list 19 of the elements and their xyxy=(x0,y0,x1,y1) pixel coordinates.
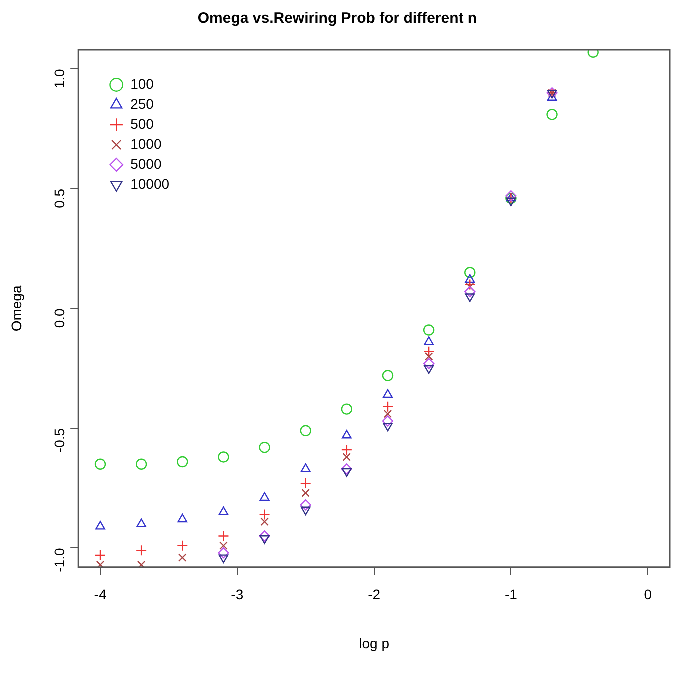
legend-label: 500 xyxy=(130,116,154,132)
y-tick-label: -1.0 xyxy=(51,548,68,572)
x-tick-label: 0 xyxy=(644,586,652,603)
legend-label: 10000 xyxy=(130,176,170,192)
y-axis-title: Omega xyxy=(8,286,24,332)
legend-label: 1000 xyxy=(130,136,162,152)
x-tick-label: -4 xyxy=(94,586,107,603)
legend-label: 5000 xyxy=(130,156,162,172)
x-tick-label: -1 xyxy=(504,586,518,603)
legend-label: 100 xyxy=(130,76,154,92)
legend-label: 250 xyxy=(130,96,154,112)
y-tick-label: 0.5 xyxy=(51,188,68,208)
y-tick-label: 0.0 xyxy=(51,308,68,328)
x-axis-title: log p xyxy=(359,635,390,652)
x-tick-label: -2 xyxy=(368,586,381,603)
chart-title: Omega vs.Rewiring Prob for different n xyxy=(198,10,478,28)
y-tick-label: 1.0 xyxy=(51,68,68,89)
x-tick-label: -3 xyxy=(231,586,244,603)
y-tick-label: -0.5 xyxy=(51,428,68,453)
